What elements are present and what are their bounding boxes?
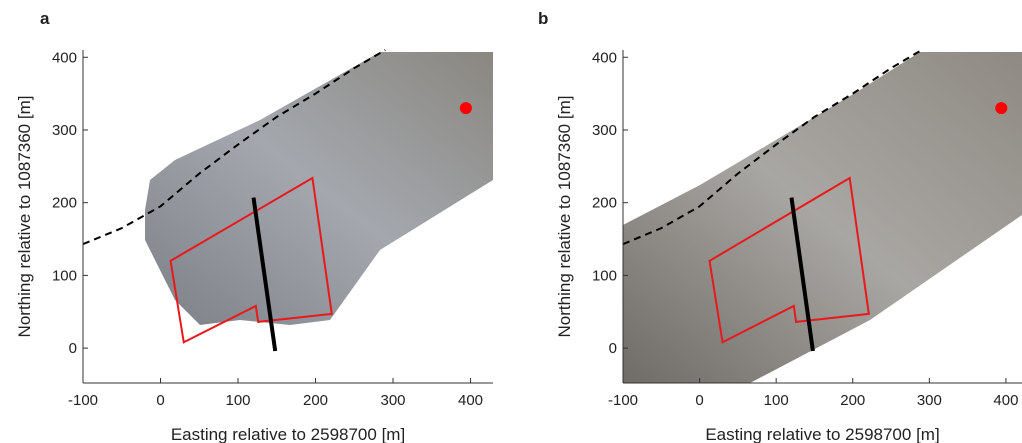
- x-axis-label: Easting relative to 2598700 [m]: [171, 425, 405, 443]
- y-tick-label: 200: [592, 195, 617, 212]
- y-tick-label: 200: [52, 195, 77, 212]
- y-tick-label: 300: [592, 122, 617, 139]
- x-tick-label: 0: [695, 392, 703, 409]
- y-axis-label: Northing relative to 1087360 [m]: [15, 96, 34, 338]
- panel-label: b: [538, 9, 548, 28]
- x-tick-label: -100: [608, 392, 638, 409]
- y-tick-label: 100: [592, 267, 617, 284]
- profile-line: [789, 197, 815, 352]
- ortho-image: [145, 52, 493, 325]
- marker-point: [995, 102, 1008, 115]
- x-tick-label: -100: [68, 392, 98, 409]
- study-area: [708, 176, 870, 344]
- y-tick-label: 0: [69, 340, 77, 357]
- x-tick-label: 100: [764, 392, 789, 409]
- y-tick-label: 400: [592, 49, 617, 66]
- panel-label: a: [40, 9, 50, 28]
- marker-point: [459, 102, 472, 115]
- x-tick-label: 0: [156, 392, 164, 409]
- y-axis-label: Northing relative to 1087360 [m]: [555, 96, 574, 338]
- y-tick-label: 400: [52, 49, 77, 66]
- y-tick-label: 300: [52, 122, 77, 139]
- study-area: [169, 176, 333, 344]
- boundary-line: [82, 49, 386, 246]
- x-tick-label: 400: [993, 392, 1018, 409]
- y-tick-label: 100: [52, 267, 77, 284]
- y-tick-label: 0: [609, 340, 617, 357]
- profile-line: [251, 197, 278, 352]
- x-tick-label: 100: [225, 392, 250, 409]
- x-tick-label: 200: [303, 392, 328, 409]
- boundary-line: [622, 49, 923, 246]
- x-tick-label: 300: [381, 392, 406, 409]
- x-tick-label: 200: [840, 392, 865, 409]
- x-tick-label: 400: [458, 392, 483, 409]
- x-axis-label: Easting relative to 2598700 [m]: [705, 425, 939, 443]
- ortho-image: [623, 52, 1022, 383]
- x-tick-label: 300: [917, 392, 942, 409]
